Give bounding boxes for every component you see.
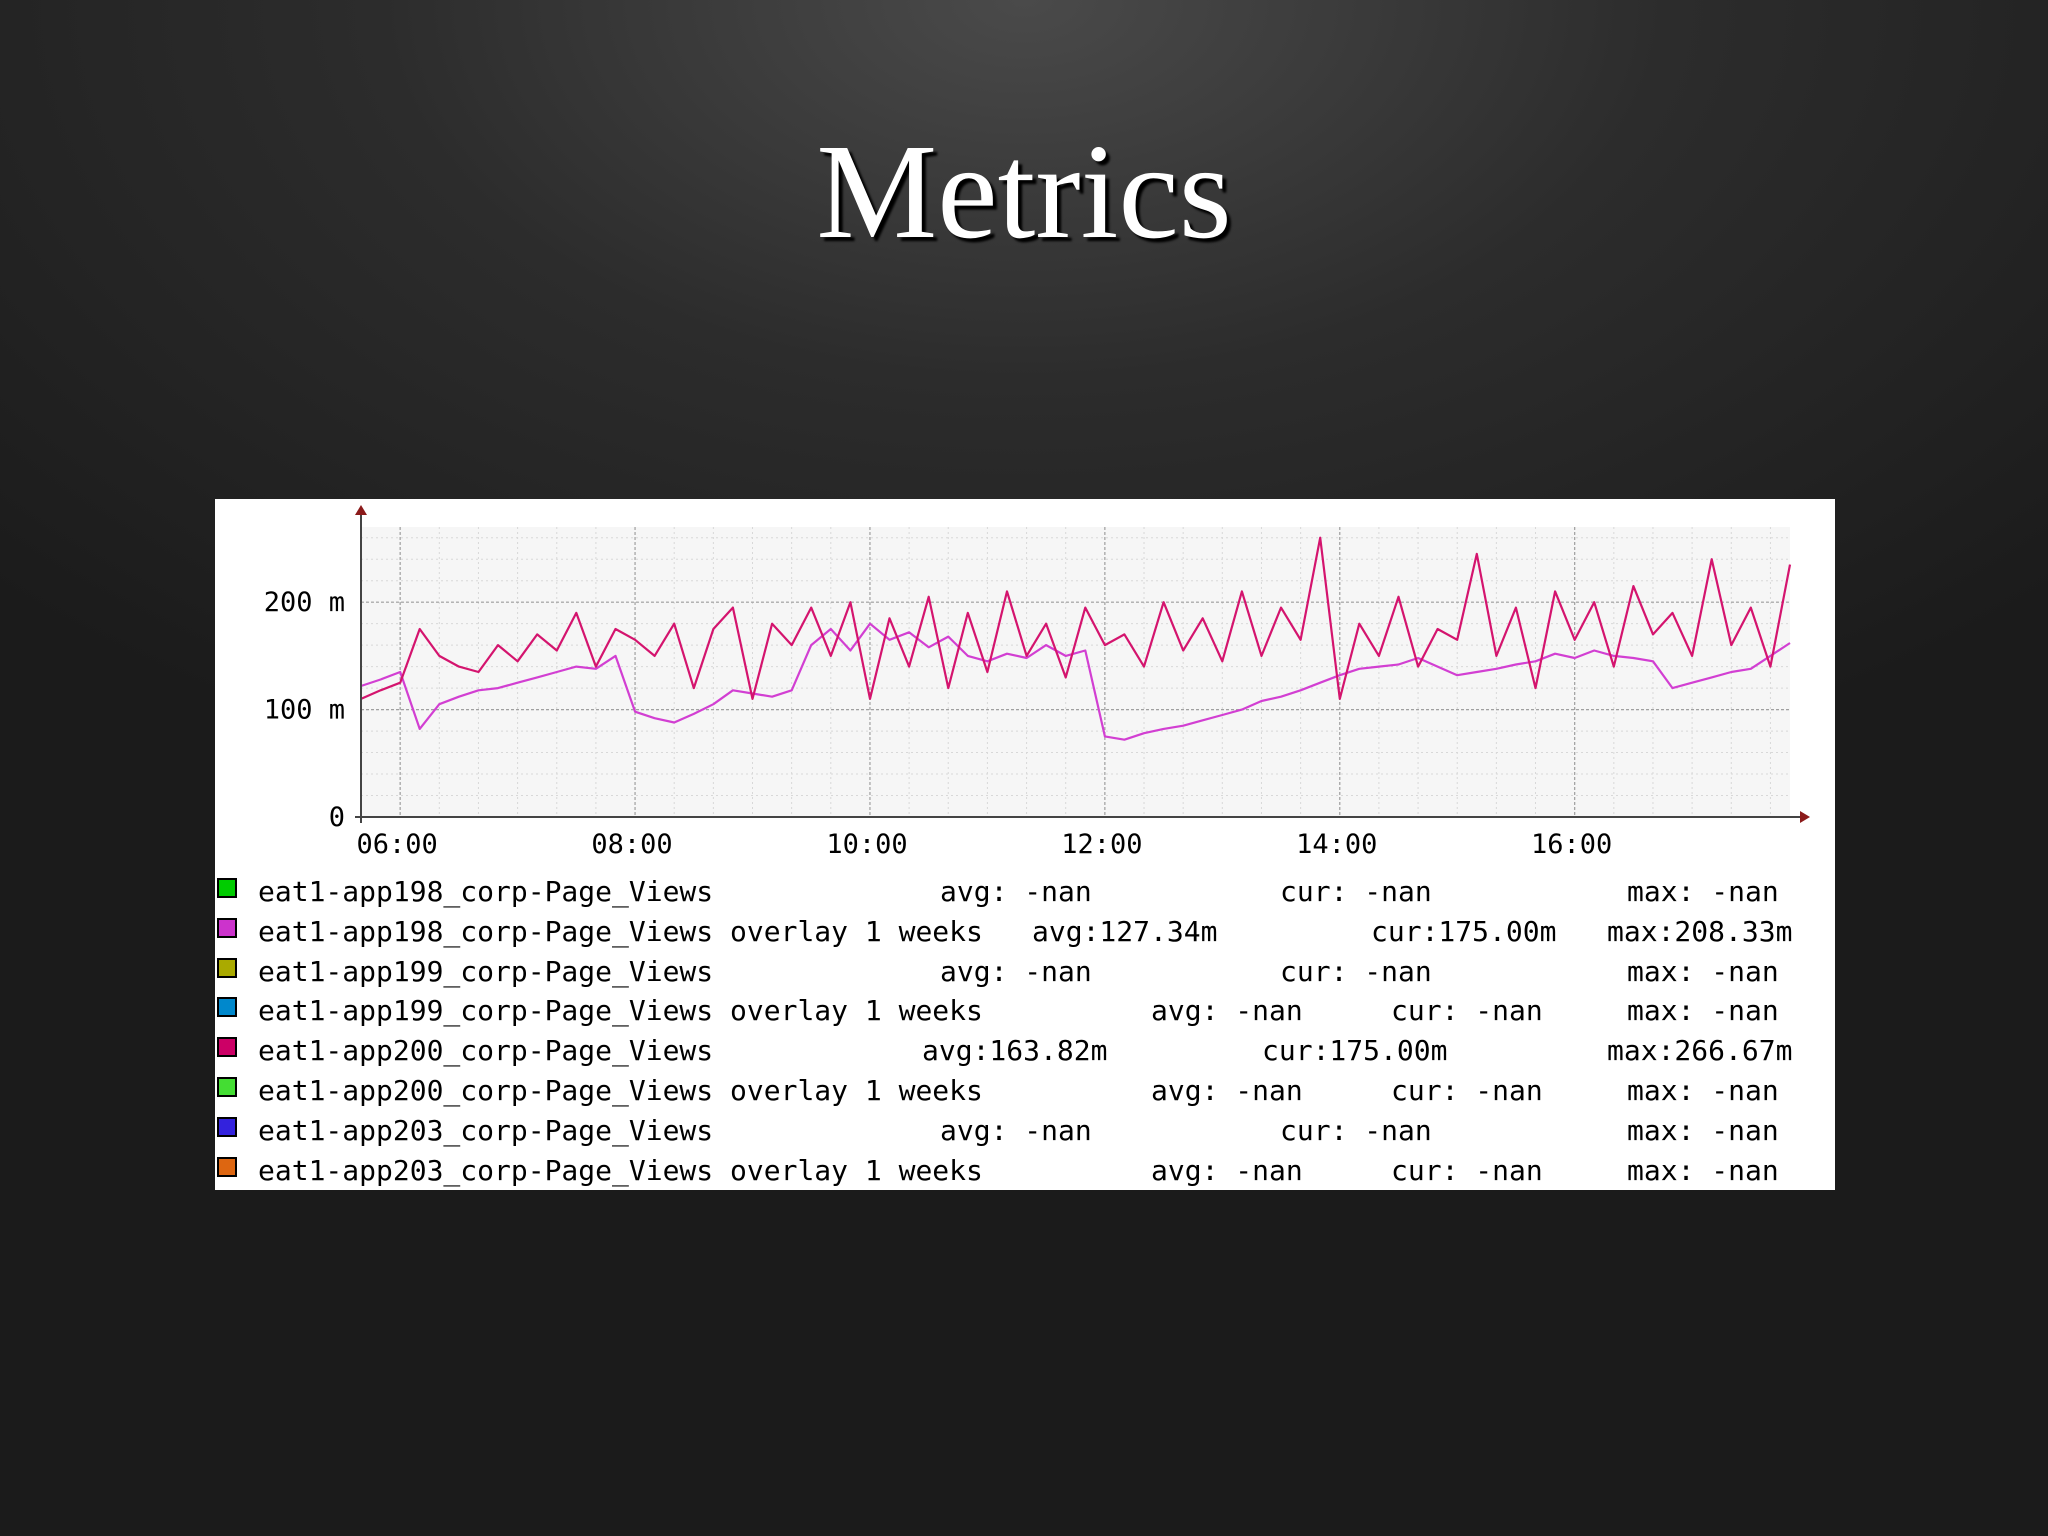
legend-max: max: -nan xyxy=(1627,1073,1779,1107)
legend-avg: avg: -nan xyxy=(940,954,1092,988)
legend-avg: avg: -nan xyxy=(1151,994,1303,1028)
legend-swatch xyxy=(217,957,237,978)
x-tick-label: 10:00 xyxy=(826,829,907,860)
legend-swatch xyxy=(217,878,237,898)
legend-avg: avg:127.34m xyxy=(1032,914,1218,948)
y-axis-arrow-icon xyxy=(355,505,367,515)
legend-name: eat1-app200_corp-Page_Views xyxy=(258,1034,714,1068)
legend-name: eat1-app198_corp-Page_Views xyxy=(258,875,714,908)
metrics-graph: 0 100 m 200 m 06:00 08:00 10:00 12:00 14:00 16:0… xyxy=(215,499,1835,1190)
graph-plot: 0 100 m 200 m 06:00 08:00 10:00 12:00 14:00 16:0… xyxy=(264,505,1810,860)
legend-swatch xyxy=(217,997,237,1018)
y-tick-label: 100 m xyxy=(264,695,345,726)
legend-avg: avg: -nan xyxy=(940,875,1092,908)
y-tick-label: 200 m xyxy=(264,587,345,618)
legend-avg: avg: -nan xyxy=(1151,1073,1303,1107)
graph-legend: eat1-app198_corp-Page_Views avg: -nan cur:… xyxy=(215,872,1835,1190)
series-line-2 xyxy=(360,536,1792,700)
legend-max: max: -nan xyxy=(1627,994,1779,1028)
legend-name: eat1-app203_corp-Page_Views xyxy=(258,1113,714,1147)
legend-item: eat1-app200_corp-Page_Views overlay 1 we… xyxy=(215,1071,1835,1111)
legend-swatch xyxy=(217,1037,237,1058)
legend-cur: cur: -nan xyxy=(1391,994,1543,1028)
x-axis-arrow-icon xyxy=(1800,811,1810,823)
legend-name: eat1-app203_corp-Page_Views overlay 1 we… xyxy=(258,1153,983,1187)
legend-cur: cur: -nan xyxy=(1280,954,1432,988)
legend-max: max: -nan xyxy=(1627,1153,1779,1187)
legend-max: max: -nan xyxy=(1627,875,1779,908)
legend-swatch xyxy=(217,1116,237,1137)
legend-name: eat1-app200_corp-Page_Views overlay 1 we… xyxy=(258,1073,983,1107)
legend-max: max:208.33m xyxy=(1607,914,1793,948)
y-tick-label: 0 xyxy=(329,802,345,833)
legend-cur: cur: -nan xyxy=(1280,875,1432,908)
x-tick-label: 12:00 xyxy=(1061,829,1142,860)
legend-cur: cur:175.00m xyxy=(1371,914,1557,948)
legend-avg: avg:163.82m xyxy=(922,1034,1108,1068)
legend-cur: cur: -nan xyxy=(1280,1113,1432,1147)
legend-cur: cur: -nan xyxy=(1391,1073,1543,1107)
legend-item: eat1-app200_corp-Page_Views avg:163.82m cu… xyxy=(215,1031,1835,1071)
legend-max: max:266.67m xyxy=(1607,1034,1793,1068)
x-tick-label: 14:00 xyxy=(1296,829,1377,860)
legend-swatch xyxy=(217,917,237,938)
legend-item: eat1-app198_corp-Page_Views avg: -nan cur:… xyxy=(215,872,1835,912)
legend-avg: avg: -nan xyxy=(940,1113,1092,1147)
legend-cur: cur:175.00m xyxy=(1262,1034,1448,1068)
legend-name: eat1-app199_corp-Page_Views overlay 1 we… xyxy=(258,994,983,1028)
x-tick-label: 16:00 xyxy=(1531,829,1612,860)
plot-background xyxy=(361,527,1790,817)
legend-avg: avg: -nan xyxy=(1151,1153,1303,1187)
legend-name: eat1-app199_corp-Page_Views xyxy=(258,954,714,988)
legend-item: eat1-app203_corp-Page_Views overlay 1 we… xyxy=(215,1151,1835,1191)
legend-max: max: -nan xyxy=(1627,1113,1779,1147)
legend-name: eat1-app198_corp-Page_Views overlay 1 we… xyxy=(258,914,983,948)
slide-title: Metrics xyxy=(816,117,1232,267)
legend-swatch xyxy=(217,1076,237,1097)
legend-swatch xyxy=(217,1156,237,1177)
legend-item: eat1-app199_corp-Page_Views avg: -nan cur:… xyxy=(215,952,1835,992)
legend-item: eat1-app198_corp-Page_Views overlay 1 we… xyxy=(215,912,1835,952)
x-tick-label: 06:00 xyxy=(357,829,438,860)
x-tick-label: 08:00 xyxy=(591,829,672,860)
legend-cur: cur: -nan xyxy=(1391,1153,1543,1187)
legend-max: max: -nan xyxy=(1627,954,1779,988)
series-line-1 xyxy=(360,622,1791,741)
legend-item: eat1-app199_corp-Page_Views overlay 1 we… xyxy=(215,991,1835,1031)
legend-item: eat1-app203_corp-Page_Views avg: -nan cur:… xyxy=(215,1111,1835,1151)
